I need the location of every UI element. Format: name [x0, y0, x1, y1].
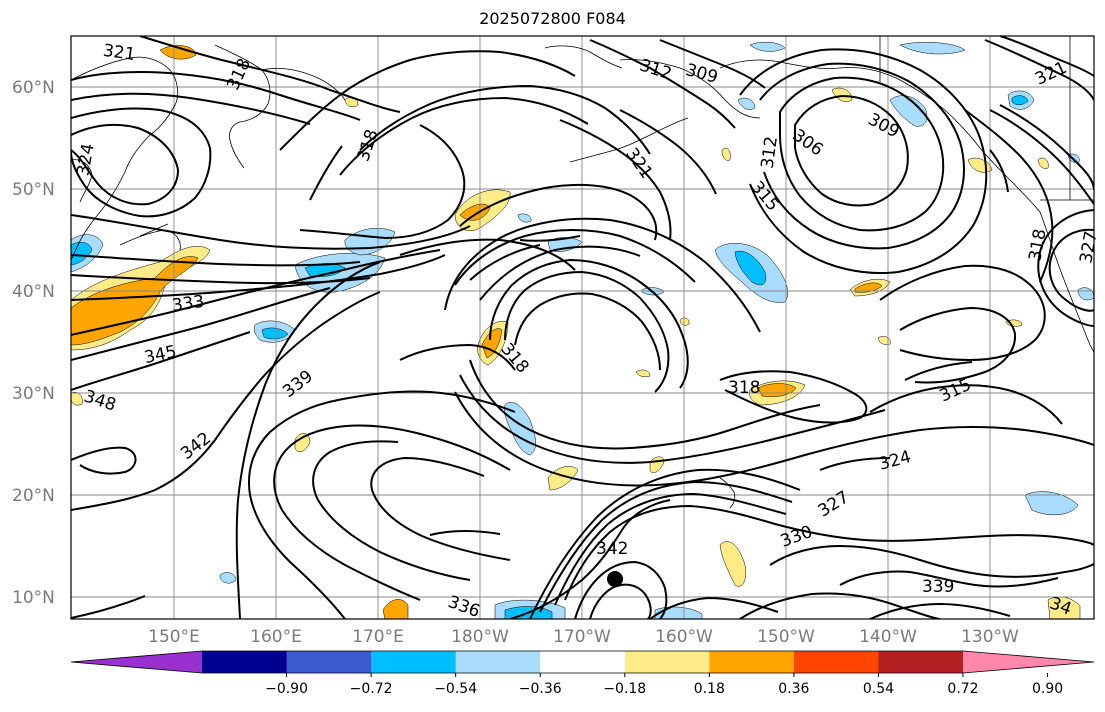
- lon-tick-label: 140°W: [859, 627, 917, 647]
- colorbar-tick-label: −0.54: [434, 681, 477, 697]
- contour-label: 321: [621, 145, 656, 183]
- lon-tick-label: 150°E: [148, 627, 200, 647]
- contour-label: 342: [596, 539, 628, 559]
- colorbar-outline: [70, 650, 1095, 674]
- colorbar-extend-min: [71, 651, 202, 673]
- contour-label: 312: [637, 55, 674, 84]
- contour-label: 342: [177, 428, 215, 464]
- lon-tick-label: 180°W: [451, 627, 509, 647]
- colorbar-swatch: [709, 651, 795, 673]
- lon-axis: 150°E 160°E 170°E 180°W 170°W 160°W 150°…: [148, 627, 1019, 647]
- colorbar-swatch: [540, 651, 626, 673]
- map-title: 2025072800 F084: [479, 9, 626, 28]
- contour-label: 312: [758, 135, 782, 170]
- height-contours: [71, 36, 1094, 619]
- lat-tick-label: 60°N: [12, 78, 55, 98]
- map-plot: [71, 36, 1094, 619]
- lat-tick-label: 10°N: [12, 588, 55, 608]
- colorbar-swatch: [624, 651, 710, 673]
- colorbar-swatch: [286, 651, 372, 673]
- contour-label: 333: [171, 292, 206, 316]
- lat-tick-label: 40°N: [12, 282, 55, 302]
- contour-label: 324: [877, 447, 914, 475]
- colorbar-tick-label: 0.54: [863, 681, 894, 697]
- colorbar-tick-label: 0.90: [1032, 681, 1063, 697]
- contour-label: 327: [1076, 230, 1101, 265]
- graticule: [71, 36, 1094, 619]
- lat-tick-label: 50°N: [12, 180, 55, 200]
- colorbar-tick-label: −0.18: [603, 681, 646, 697]
- map-frame: [70, 35, 1095, 620]
- colorbar-swatch: [202, 651, 288, 673]
- colorbar-tick-label: −0.90: [265, 681, 308, 697]
- lat-tick-label: 20°N: [12, 486, 55, 506]
- contour-label: 339: [279, 366, 317, 402]
- colorbar-extend-max: [963, 651, 1094, 673]
- contour-label: 321: [102, 41, 137, 65]
- colorbar: −0.90 −0.72 −0.54 −0.36 −0.18 0.18 0.36 0.54 0.7…: [70, 650, 1095, 697]
- contour-label: 318: [1025, 227, 1050, 262]
- storm-center-marker: [607, 571, 623, 587]
- contour-label: 315: [747, 177, 783, 215]
- lon-tick-label: 160°W: [655, 627, 713, 647]
- colorbar-swatch: [455, 651, 541, 673]
- colorbar-swatch: [793, 651, 879, 673]
- lat-axis: 60°N 50°N 40°N 30°N 20°N 10°N: [12, 78, 55, 608]
- colorbar-swatch: [878, 651, 964, 673]
- contour-label: 327: [815, 487, 853, 521]
- contour-label: 309: [864, 109, 902, 142]
- colorbar-tick-label: −0.72: [350, 681, 393, 697]
- lon-tick-label: 170°E: [352, 627, 404, 647]
- lat-tick-label: 30°N: [12, 384, 55, 404]
- colorbar-tick-label: 0.72: [947, 681, 978, 697]
- lon-tick-label: 130°W: [961, 627, 1019, 647]
- lon-tick-label: 150°W: [757, 627, 815, 647]
- contour-label: 345: [142, 342, 178, 368]
- shading-positive: [71, 45, 1081, 619]
- colorbar-tick-label: 0.18: [694, 681, 725, 697]
- contour-label: 339: [922, 577, 954, 597]
- contour-label: 309: [683, 60, 720, 88]
- lon-tick-label: 170°W: [553, 627, 611, 647]
- contour-label: 324: [73, 142, 98, 177]
- colorbar-tick-label: −0.36: [519, 681, 562, 697]
- contour-label: 318: [728, 378, 760, 398]
- colorbar-tick-label: 0.36: [778, 681, 809, 697]
- lon-tick-label: 160°E: [250, 627, 302, 647]
- contour-label: 315: [937, 375, 975, 407]
- colorbar-swatch: [371, 651, 457, 673]
- contour-label: 348: [81, 386, 118, 415]
